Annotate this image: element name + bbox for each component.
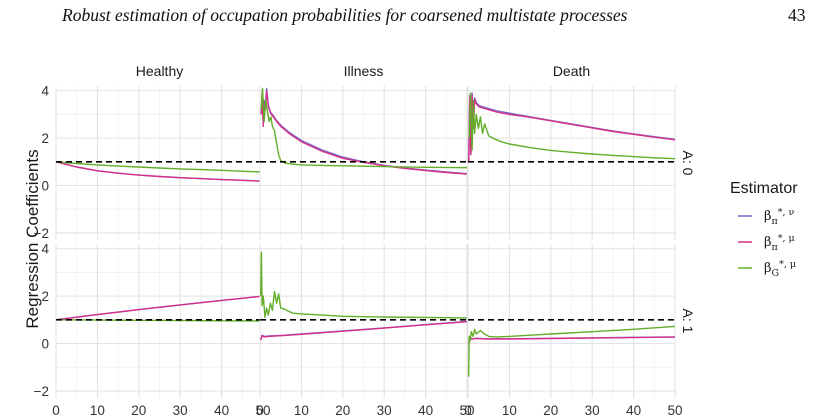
x-tick-label: 50	[459, 403, 474, 418]
y-tick-label: −2	[34, 384, 49, 399]
facet-row-label: A: 1	[680, 309, 696, 334]
y-tick-label: 0	[41, 179, 49, 194]
facet-title-healthy: Healthy	[136, 63, 183, 79]
x-tick-label: 30	[377, 403, 392, 418]
x-tick-label: 40	[214, 403, 229, 418]
y-tick-label: 2	[41, 289, 49, 304]
series-line-beta_pi_mu	[260, 321, 468, 341]
y-tick-label: 4	[41, 84, 49, 99]
x-tick-label: 0	[52, 403, 60, 418]
y-tick-label: −2	[34, 226, 49, 241]
series-line-beta_pi_mu	[55, 295, 264, 321]
y-tick-label: 2	[41, 131, 49, 146]
series-line-beta_G_mu	[468, 92, 676, 160]
legend-label-beta_pi_mu: βπ*, μ	[764, 233, 795, 253]
x-tick-label: 40	[626, 403, 641, 418]
x-tick-label: 50	[667, 403, 682, 418]
x-tick-label: 10	[294, 403, 309, 418]
legend-title: Estimator	[730, 180, 798, 197]
panel-death-a0	[467, 86, 676, 240]
x-tick-label: 30	[585, 403, 600, 418]
y-axis-title: Regression Coefficients	[23, 149, 42, 328]
x-tick-label: 30	[173, 403, 188, 418]
series-line-beta_pi_mu	[55, 161, 264, 182]
x-tick-label: 20	[543, 403, 558, 418]
x-tick-label: 0	[256, 403, 264, 418]
panel-healthy-a1	[55, 244, 264, 398]
x-tick-label: 40	[418, 403, 433, 418]
facet-title-death: Death	[553, 63, 590, 79]
panel-death-a1	[467, 244, 676, 398]
legend: Estimator βπ*, ν βπ*, μ βG*, μ	[730, 180, 798, 279]
page-header: Robust estimation of occupation probabil…	[0, 0, 839, 36]
x-tick-label: 10	[90, 403, 105, 418]
series-line-beta_pi_mu	[468, 94, 676, 162]
y-tick-label: 0	[41, 337, 49, 352]
series-line-beta_G_mu	[467, 325, 676, 377]
panel-illness-a0	[259, 86, 468, 240]
legend-label-beta_pi_nu: βπ*, ν	[764, 207, 795, 227]
y-tick-label: 4	[41, 242, 49, 257]
series-line-beta_G_mu	[260, 251, 468, 319]
series-line-beta_G_mu	[55, 161, 264, 173]
facet-title-illness: Illness	[344, 63, 384, 79]
page-number: 43	[788, 5, 806, 25]
x-tick-label: 10	[502, 403, 517, 418]
series-line-beta_G_mu	[260, 87, 468, 169]
panel-healthy-a0	[55, 86, 264, 240]
x-tick-label: 0	[464, 403, 472, 418]
legend-label-beta_G_mu: βG*, μ	[764, 259, 796, 279]
facet-row-label: A: 0	[680, 151, 696, 176]
page-title: Robust estimation of occupation probabil…	[62, 5, 628, 25]
panel-illness-a1	[259, 244, 468, 398]
x-tick-label: 20	[131, 403, 146, 418]
x-tick-label: 50	[255, 403, 270, 418]
x-tick-label: 20	[335, 403, 350, 418]
